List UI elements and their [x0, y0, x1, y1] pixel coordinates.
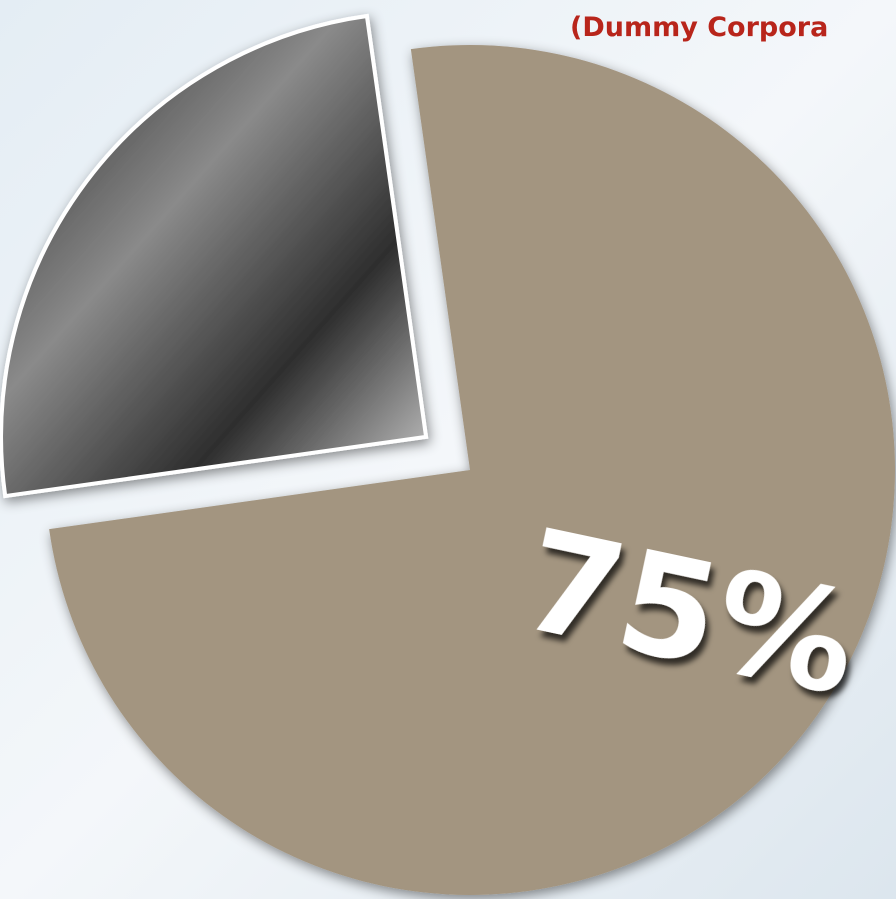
page: 75% (Dummy Corpora (() => { const data =…	[0, 0, 896, 899]
subtitle: (Dummy Corpora	[570, 12, 828, 43]
chart: 75% (Dummy Corpora	[0, 0, 896, 899]
